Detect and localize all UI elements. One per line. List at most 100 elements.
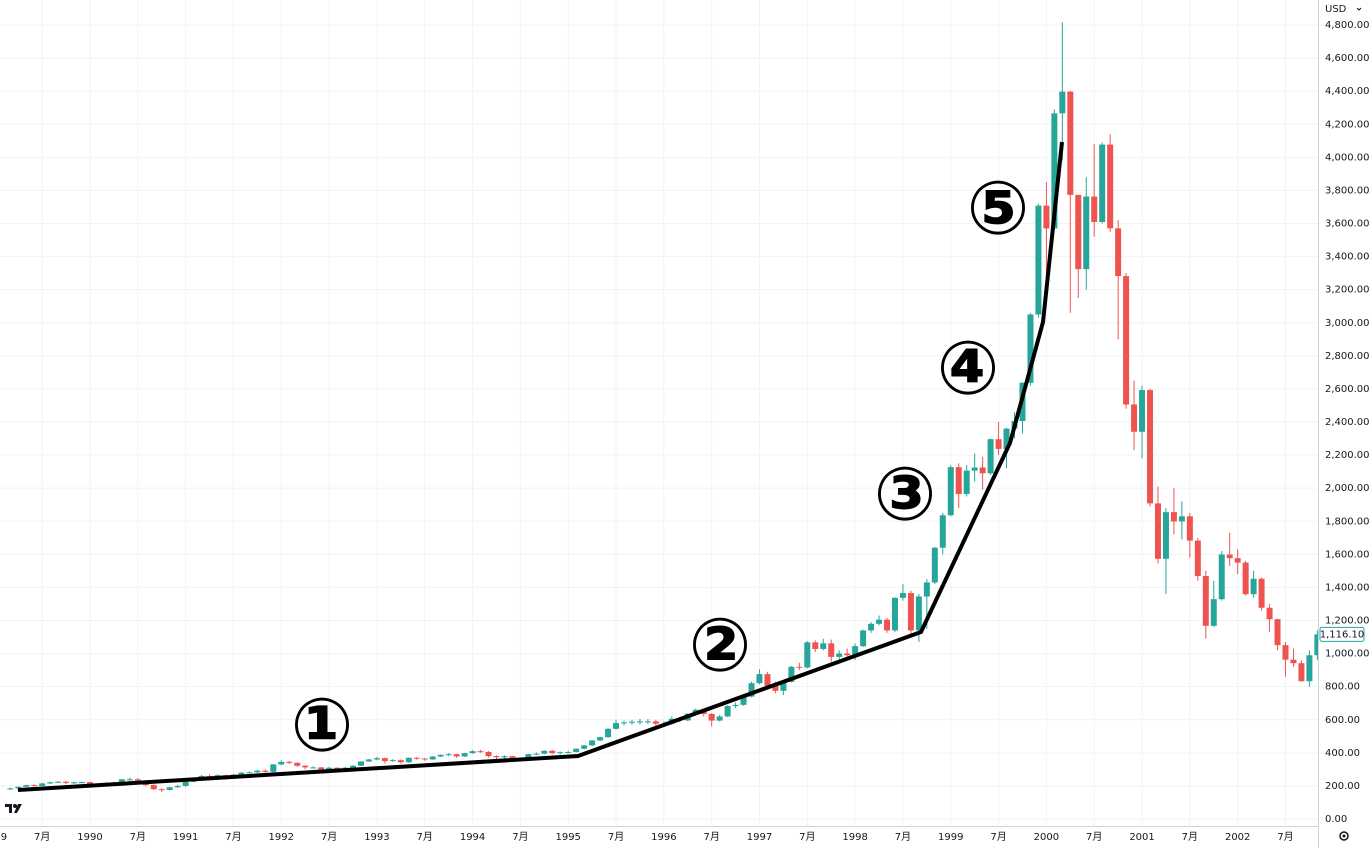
- x-tick-label: 7月: [512, 831, 528, 843]
- candle-body: [381, 758, 388, 762]
- candle-body: [995, 439, 1002, 449]
- candle-body: [1314, 634, 1321, 656]
- x-tick-label: 2000: [1034, 832, 1059, 843]
- candle-body: [884, 619, 890, 631]
- candle-body: [1099, 144, 1106, 223]
- candle-body: [493, 756, 500, 758]
- candle-body: [429, 756, 436, 760]
- x-tick-label: 7月: [130, 831, 146, 843]
- x-tick-label: 7月: [990, 831, 1006, 843]
- candle-body: [772, 685, 779, 691]
- candle-body: [118, 779, 125, 784]
- candle-body: [796, 666, 803, 668]
- candle-body: [55, 781, 62, 783]
- annotation: ②: [689, 603, 752, 689]
- candle-body: [557, 752, 564, 754]
- candle-body: [405, 757, 412, 763]
- y-tick-label: 400.00: [1325, 748, 1360, 759]
- candle-body: [15, 786, 22, 789]
- candle-body: [47, 782, 54, 784]
- candle-body: [350, 765, 357, 768]
- candle-body: [365, 759, 372, 762]
- candle-body: [485, 752, 492, 757]
- annotation: ⑤: [967, 166, 1030, 252]
- last-price-tag: [1319, 626, 1365, 642]
- candle-body: [644, 721, 651, 723]
- candle-body: [461, 753, 468, 757]
- candle-body: [1170, 512, 1177, 522]
- y-tick-label: 3,200.00: [1325, 285, 1369, 296]
- x-tick-label: 7月: [34, 831, 50, 843]
- candle-body: [150, 785, 157, 790]
- y-tick-label: 4,000.00: [1325, 152, 1369, 163]
- settings-button[interactable]: [1339, 831, 1349, 841]
- candle-body: [907, 593, 914, 631]
- y-tick-label: 200.00: [1325, 781, 1360, 792]
- candle-body: [174, 785, 181, 788]
- candle-body: [389, 760, 396, 762]
- x-tick-label: 1992: [269, 832, 294, 843]
- y-tick-label: 2,200.00: [1325, 450, 1369, 461]
- candle-body: [166, 787, 173, 791]
- annotation: ①: [291, 683, 354, 769]
- candle-body: [628, 721, 635, 723]
- candle-body: [732, 704, 739, 707]
- candle-body: [812, 642, 819, 649]
- y-tick-label: 3,000.00: [1325, 318, 1369, 329]
- candle-body: [469, 751, 476, 754]
- time-axis-bg: [0, 826, 1318, 848]
- y-tick-label: 3,800.00: [1325, 185, 1369, 196]
- candle-body: [1282, 645, 1289, 660]
- candle-body: [708, 713, 715, 721]
- candle-body: [1067, 91, 1074, 195]
- x-tick-label: 1996: [651, 832, 676, 843]
- y-tick-label: 1,400.00: [1325, 582, 1369, 593]
- y-tick-label: 4,600.00: [1325, 53, 1369, 64]
- candle-body: [931, 547, 938, 583]
- candle-body: [915, 596, 922, 631]
- y-tick-label: 2,800.00: [1325, 351, 1369, 362]
- candle-body: [453, 754, 460, 757]
- candle-body: [286, 761, 293, 763]
- candle-body: [373, 758, 380, 760]
- axes: 0.00 200.00 400.00 600.00 800.00 1,000.00 1,20…: [0, 20, 1369, 843]
- candle-body: [445, 754, 452, 756]
- x-tick-label: 7月: [417, 831, 433, 843]
- candle-body: [987, 439, 994, 474]
- y-tick-label: 1,800.00: [1325, 516, 1369, 527]
- x-tick-label: 7月: [703, 831, 719, 843]
- candle-body: [262, 770, 269, 772]
- candle-body: [891, 597, 898, 631]
- candle-body: [1035, 205, 1042, 315]
- y-tick-label: 1,200.00: [1325, 616, 1369, 627]
- currency-label[interactable]: USD: [1325, 4, 1347, 15]
- candle-body: [23, 785, 30, 787]
- candle-body: [334, 767, 341, 770]
- candle-body: [613, 723, 620, 729]
- candle-body: [804, 642, 811, 668]
- candle-body: [1210, 599, 1217, 626]
- x-tick-label: 1995: [555, 832, 580, 843]
- x-tick-label: 7月: [1182, 831, 1198, 843]
- candle-body: [1027, 314, 1034, 383]
- y-tick-label: 4,400.00: [1325, 86, 1369, 97]
- y-tick-label: 4,200.00: [1325, 119, 1369, 130]
- candle-body: [71, 782, 78, 784]
- candle-body: [597, 737, 604, 741]
- x-tick-label: 7月: [608, 831, 624, 843]
- candle-body: [302, 765, 309, 768]
- candle-body: [1234, 558, 1241, 563]
- candle-body: [254, 770, 261, 773]
- candle-body: [246, 772, 253, 774]
- logo: [5, 804, 22, 813]
- candle-body: [1083, 196, 1090, 270]
- candle-body: [1218, 554, 1225, 600]
- x-tick-label: 7月: [799, 831, 815, 843]
- currency-dropdown[interactable]: [1356, 7, 1362, 11]
- candle-body: [740, 696, 747, 705]
- candle-body: [764, 674, 771, 686]
- candle-body: [1154, 503, 1161, 559]
- candle-body: [748, 683, 755, 697]
